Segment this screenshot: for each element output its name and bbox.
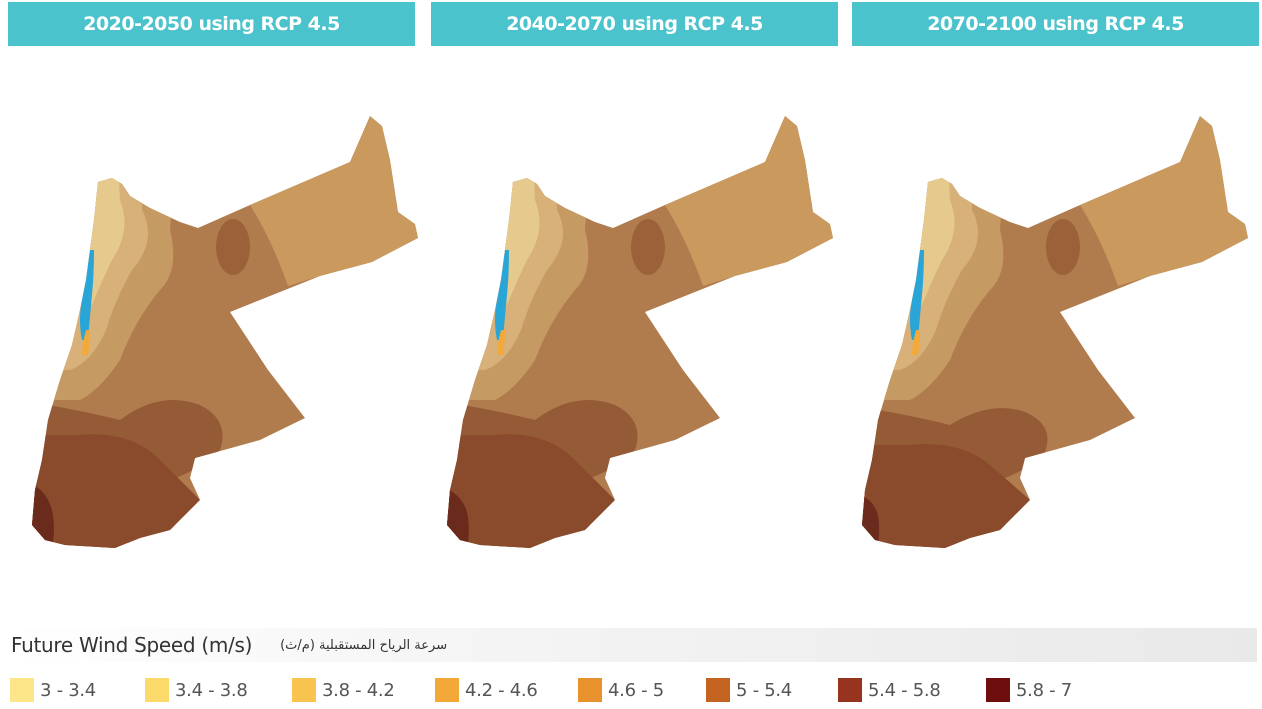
wind-speed-map-2040-2070 <box>447 116 833 548</box>
legend-label: 5.4 - 5.8 <box>868 679 941 701</box>
legend-label: 4.2 - 4.6 <box>465 679 538 701</box>
legend-swatch <box>292 678 316 702</box>
panel-title-2070-2100: 2070-2100 using RCP 4.5 <box>852 2 1259 46</box>
legend-title-arabic: سرعة الرياح المستقبلية (م/ث) <box>280 637 448 653</box>
legend-swatch <box>706 678 730 702</box>
wind-speed-map-2070-2100 <box>862 116 1248 548</box>
panel-title-2040-2070: 2040-2070 using RCP 4.5 <box>431 2 838 46</box>
panel-title-2020-2050: 2020-2050 using RCP 4.5 <box>8 2 415 46</box>
legend-item: 3.4 - 3.8 <box>145 676 248 704</box>
legend-label: 3 - 3.4 <box>40 679 96 701</box>
legend-label: 4.6 - 5 <box>608 679 664 701</box>
legend-swatch <box>986 678 1010 702</box>
legend-title-bar: Future Wind Speed (m/s) سرعة الرياح المس… <box>5 628 1257 662</box>
legend: 3 - 3.4 3.4 - 3.8 3.8 - 4.2 4.2 - 4.6 4.… <box>10 676 1250 706</box>
legend-label: 5.8 - 7 <box>1016 679 1072 701</box>
legend-item: 5.8 - 7 <box>986 676 1072 704</box>
legend-label: 3.8 - 4.2 <box>322 679 395 701</box>
wind-speed-map-2020-2050 <box>32 116 418 548</box>
legend-swatch <box>838 678 862 702</box>
legend-item: 5.4 - 5.8 <box>838 676 941 704</box>
legend-swatch <box>145 678 169 702</box>
legend-swatch <box>578 678 602 702</box>
legend-title: Future Wind Speed (m/s) <box>11 633 253 657</box>
legend-item: 4.6 - 5 <box>578 676 664 704</box>
legend-item: 5 - 5.4 <box>706 676 792 704</box>
legend-swatch <box>435 678 459 702</box>
legend-label: 3.4 - 3.8 <box>175 679 248 701</box>
legend-item: 4.2 - 4.6 <box>435 676 538 704</box>
legend-swatch <box>10 678 34 702</box>
legend-label: 5 - 5.4 <box>736 679 792 701</box>
legend-item: 3 - 3.4 <box>10 676 96 704</box>
legend-item: 3.8 - 4.2 <box>292 676 395 704</box>
